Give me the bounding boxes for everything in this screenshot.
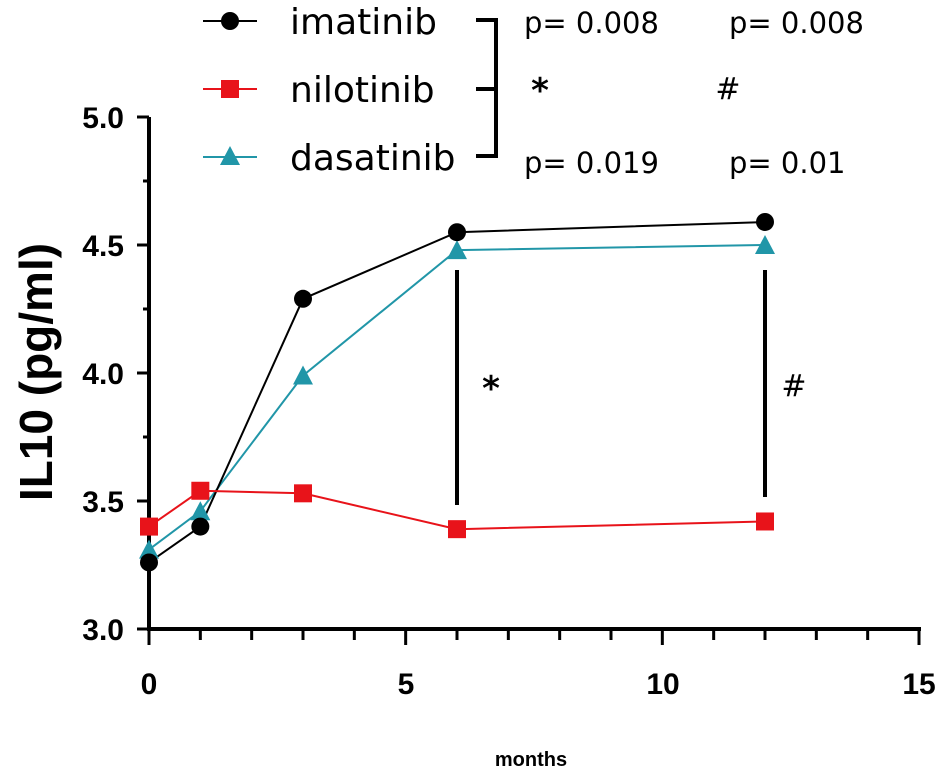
- data-point-imatinib: [140, 553, 158, 572]
- data-point-dasatinib: [755, 235, 775, 254]
- data-point-dasatinib: [139, 539, 159, 559]
- y-tick-label: 4.0: [82, 358, 124, 391]
- data-point-nilotinib: [294, 484, 312, 503]
- y-axis-title: IL10 (pg/ml): [10, 243, 62, 501]
- pvalue-top-12: p= 0.008: [729, 6, 864, 40]
- data-point-dasatinib: [190, 501, 211, 521]
- data-point-imatinib: [294, 289, 312, 308]
- data-point-imatinib: [756, 212, 774, 231]
- data-point-nilotinib: [756, 512, 774, 531]
- x-tick-label: 15: [902, 668, 935, 701]
- significance-symbol-6: *: [482, 369, 500, 409]
- pvalue-bottom-6: p= 0.019: [524, 146, 659, 180]
- x-tick-label: 10: [646, 668, 679, 701]
- x-tick-label: 0: [141, 668, 158, 701]
- legend-label-dasatinib: dasatinib: [290, 138, 456, 179]
- legend-marker-imatinib: [221, 12, 239, 30]
- legend-label-nilotinib: nilotinib: [290, 70, 435, 111]
- legend-label-imatinib: imatinib: [290, 2, 437, 43]
- y-tick-label: 5.0: [82, 102, 124, 135]
- legend-bracket: [476, 18, 498, 158]
- y-tick-label: 3.0: [82, 614, 124, 647]
- legend-symbol-6: *: [531, 71, 549, 111]
- x-axis-title: months: [495, 749, 567, 771]
- significance-symbol-12: #: [781, 369, 806, 404]
- pvalue-bottom-12: p= 0.01: [729, 146, 846, 180]
- legend-marker-nilotinib: [221, 80, 239, 98]
- pvalue-top-6: p= 0.008: [524, 6, 659, 40]
- data-point-dasatinib: [293, 365, 313, 385]
- axis-ticks: [137, 115, 921, 645]
- data-point-dasatinib: [447, 240, 467, 260]
- legend-symbol-12: #: [715, 72, 740, 107]
- x-tick-label: 5: [398, 668, 415, 701]
- y-tick-label: 4.5: [82, 230, 124, 263]
- data-point-nilotinib: [140, 517, 158, 536]
- data-point-nilotinib: [448, 520, 466, 539]
- data-point-nilotinib: [191, 481, 210, 500]
- legend: imatinib nilotinib dasatinib: [203, 2, 456, 179]
- y-tick-label: 3.5: [82, 486, 124, 519]
- series-markers: [139, 212, 775, 572]
- data-point-imatinib: [191, 517, 210, 536]
- data-point-imatinib: [448, 223, 466, 242]
- legend-marker-dasatinib: [220, 146, 240, 165]
